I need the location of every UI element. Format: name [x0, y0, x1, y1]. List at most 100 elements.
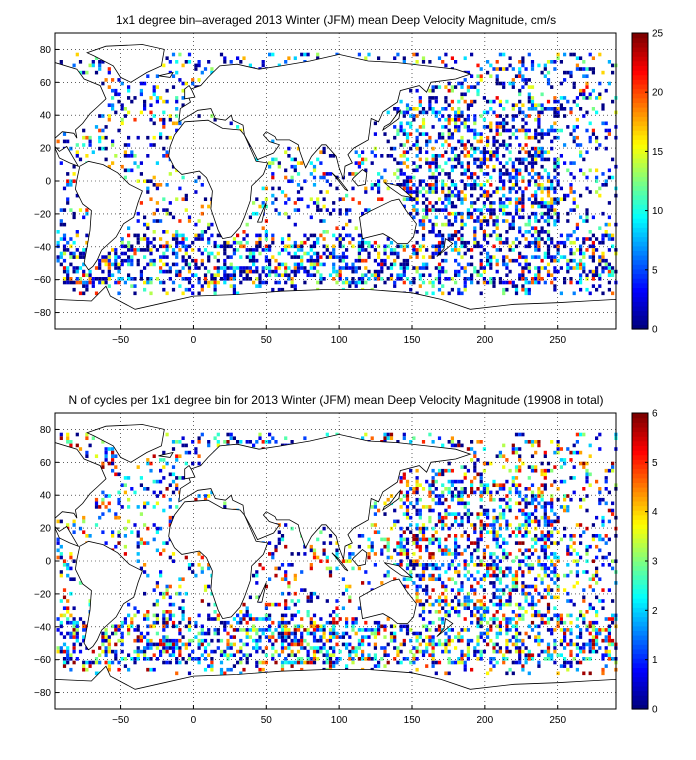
data-cell — [543, 508, 547, 513]
data-cell — [604, 501, 608, 506]
data-cell — [91, 60, 95, 64]
data-cell — [450, 183, 455, 187]
data-cell — [470, 483, 474, 488]
data-cell — [338, 266, 342, 270]
data-cell — [511, 81, 515, 86]
data-cell — [470, 523, 474, 527]
data-cell — [268, 244, 272, 249]
data-cell — [476, 515, 480, 520]
data-cell — [588, 255, 592, 259]
data-cell — [194, 497, 198, 502]
data-cell — [386, 266, 390, 270]
data-cell — [56, 541, 60, 545]
data-cell — [123, 107, 128, 111]
data-cell — [444, 497, 448, 502]
data-cell — [155, 248, 160, 252]
data-cell — [146, 541, 150, 545]
data-cell — [502, 262, 506, 267]
data-cell — [66, 280, 70, 285]
data-cell — [524, 258, 528, 263]
data-cell — [300, 161, 304, 165]
data-cell — [598, 490, 602, 495]
data-cell — [88, 63, 92, 68]
data-cell — [255, 240, 259, 245]
data-cell — [601, 255, 605, 259]
data-cell — [601, 183, 605, 187]
data-cell — [56, 519, 60, 524]
data-cell — [133, 291, 137, 296]
data-cell — [540, 197, 544, 202]
data-cell — [258, 244, 262, 249]
data-cell — [566, 544, 570, 549]
data-cell — [489, 204, 493, 209]
data-cell — [120, 483, 124, 488]
data-cell — [511, 85, 515, 89]
data-cell — [383, 628, 387, 632]
data-cell — [473, 237, 477, 241]
data-cell — [175, 197, 179, 202]
data-cell — [607, 273, 612, 278]
data-cell — [454, 128, 458, 133]
data-cell — [521, 432, 525, 437]
data-cell — [149, 110, 153, 115]
data-cell — [537, 237, 541, 241]
data-cell — [527, 96, 531, 100]
data-cell — [546, 620, 551, 625]
data-cell — [527, 280, 531, 285]
data-cell — [546, 230, 551, 234]
data-cell — [418, 515, 422, 520]
data-cell — [457, 610, 461, 614]
data-cell — [72, 577, 76, 582]
data-cell — [367, 251, 371, 256]
data-cell — [502, 201, 506, 205]
data-cell — [428, 494, 432, 498]
data-cell — [412, 204, 416, 209]
data-cell — [479, 512, 483, 516]
data-cell — [498, 534, 503, 538]
data-cell — [399, 262, 403, 267]
data-cell — [508, 617, 512, 621]
data-cell — [495, 222, 499, 227]
data-cell — [136, 530, 140, 535]
data-cell — [527, 99, 531, 104]
data-cell — [553, 628, 557, 632]
data-cell — [553, 99, 557, 104]
data-cell — [184, 443, 188, 448]
data-cell — [405, 577, 410, 582]
data-cell — [421, 624, 426, 629]
data-cell — [421, 566, 426, 571]
data-cell — [168, 483, 172, 488]
data-cell — [447, 135, 451, 140]
data-cell — [437, 262, 442, 267]
data-cell — [194, 450, 198, 455]
data-cell — [290, 269, 294, 274]
data-cell — [59, 631, 63, 636]
data-cell — [271, 157, 275, 162]
data-cell — [104, 280, 108, 285]
data-cell — [428, 628, 432, 632]
data-cell — [543, 483, 547, 488]
data-cell — [482, 555, 487, 560]
data-cell — [107, 266, 111, 270]
data-cell — [139, 483, 144, 488]
data-cell — [437, 577, 442, 582]
data-cell — [530, 497, 535, 502]
data-cell — [383, 280, 387, 285]
data-cell — [88, 277, 92, 281]
data-cell — [69, 552, 73, 556]
data-cell — [454, 552, 458, 556]
data-cell — [460, 139, 464, 144]
data-cell — [322, 146, 326, 151]
data-cell — [357, 161, 362, 165]
data-cell — [521, 215, 525, 220]
data-cell — [511, 258, 515, 263]
data-cell — [553, 541, 557, 545]
data-cell — [457, 544, 461, 549]
data-cell — [357, 248, 362, 252]
data-cell — [521, 60, 525, 64]
data-cell — [232, 287, 237, 292]
data-cell — [431, 588, 435, 592]
data-cell — [604, 179, 608, 184]
data-cell — [239, 240, 243, 245]
data-cell — [518, 186, 522, 191]
